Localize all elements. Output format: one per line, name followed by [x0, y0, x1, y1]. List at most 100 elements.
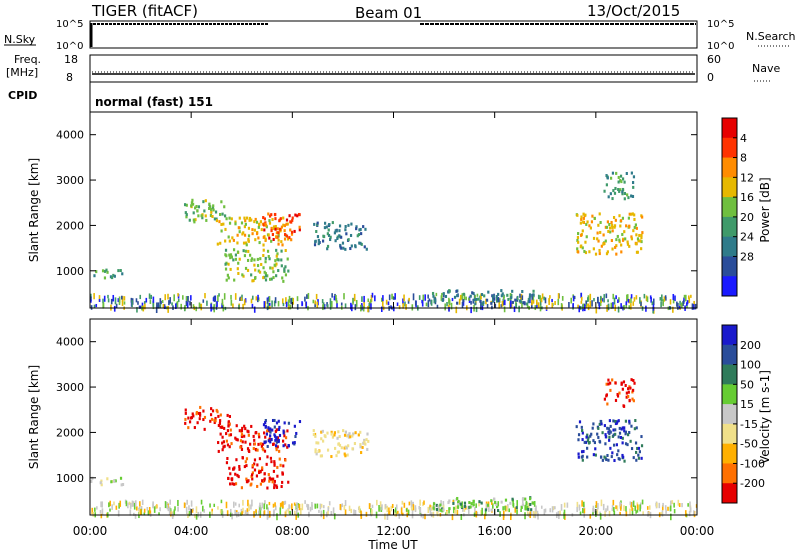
scatter-point [441, 509, 444, 513]
ground-scatter-point [645, 295, 648, 302]
scatter-point [93, 274, 96, 278]
scatter-point [277, 231, 280, 235]
ground-scatter-point [242, 303, 244, 310]
ground-scatter-point [240, 512, 242, 516]
ground-scatter-point [221, 303, 223, 308]
scatter-point [345, 232, 348, 236]
ground-scatter-point [514, 507, 517, 513]
ground-scatter-point [113, 501, 115, 506]
scatter-point [634, 441, 638, 445]
scatter-point [210, 207, 213, 211]
scatter-point [253, 438, 256, 442]
ground-scatter-point [529, 299, 531, 304]
ground-scatter-point [465, 296, 467, 301]
ground-scatter-point [632, 500, 635, 507]
ground-scatter-point [266, 298, 269, 305]
ground-scatter-point [336, 302, 338, 308]
scatter-point [623, 426, 626, 430]
ground-scatter-point [339, 503, 342, 510]
scatter-point [616, 234, 619, 238]
scatter-point [254, 238, 257, 242]
scatter-point [344, 454, 347, 458]
scatter-point [491, 299, 495, 303]
ground-scatter-point [452, 500, 455, 504]
scatter-point [497, 509, 500, 513]
scatter-point [490, 508, 493, 512]
scatter-point [192, 211, 195, 215]
scatter-point [267, 426, 270, 430]
scatter-point [617, 457, 620, 461]
ground-scatter-point [281, 298, 284, 304]
ytick-label: 2000 [56, 219, 84, 232]
ground-scatter-point [277, 300, 280, 307]
ground-scatter-point [279, 502, 282, 508]
scatter-point [341, 241, 345, 245]
scatter-point [240, 447, 244, 451]
scatter-point [349, 247, 352, 251]
ground-scatter-point [190, 295, 192, 301]
scatter-point [270, 460, 273, 464]
ground-scatter-point [431, 505, 433, 511]
ground-scatter-point [502, 506, 504, 511]
ground-scatter-point [427, 300, 430, 308]
cpid-text: normal (fast) 151 [95, 95, 213, 109]
scatter-point [226, 456, 229, 460]
scatter-point [109, 275, 113, 279]
scatter-point [225, 278, 228, 282]
ground-scatter-point [463, 293, 466, 300]
scatter-point [631, 397, 634, 401]
scatter-point [501, 292, 504, 296]
ground-scatter-point [554, 506, 556, 510]
scatter-point [350, 244, 353, 248]
scatter-point [224, 267, 228, 271]
ground-scatter-point [591, 300, 593, 307]
scatter-point [632, 185, 635, 189]
ytick-label: 3000 [56, 381, 84, 394]
scatter-point [254, 217, 257, 221]
scatter-point [271, 480, 274, 484]
ground-scatter-point [681, 302, 683, 309]
ground-scatter-point [353, 293, 356, 299]
ground-scatter-point [509, 298, 512, 302]
ground-scatter-point [474, 507, 476, 514]
ground-scatter-point [581, 500, 583, 507]
scatter-point [254, 447, 258, 451]
scatter-point [581, 229, 584, 233]
ground-scatter-point [192, 304, 195, 309]
scatter-point [609, 230, 612, 234]
scatter-point [593, 441, 596, 445]
scatter-point [266, 429, 269, 433]
ground-scatter-point [185, 506, 188, 512]
scatter-point [590, 432, 593, 436]
ground-scatter-point [322, 509, 325, 514]
ground-scatter-point [627, 298, 630, 303]
ground-scatter-point [650, 297, 652, 303]
scatter-point [240, 435, 244, 439]
scatter-point [243, 424, 246, 428]
scatter-point [234, 222, 237, 226]
ground-scatter-point [272, 510, 275, 517]
scatter-point [472, 503, 475, 507]
freq-unit: [MHz] [6, 66, 38, 79]
scatter-point [275, 248, 278, 252]
ground-scatter-point [159, 303, 162, 309]
ground-scatter-point [616, 505, 619, 511]
scatter-point [210, 417, 214, 421]
ground-scatter-point [619, 511, 621, 516]
scatter-point [262, 423, 266, 427]
ground-scatter-point [615, 505, 617, 510]
scatter-point [621, 453, 624, 457]
scatter-point [287, 444, 291, 448]
freq-tick-bottom: 8 [66, 71, 73, 84]
scatter-point [281, 276, 284, 280]
ground-scatter-point [284, 511, 287, 518]
scatter-point [618, 214, 621, 218]
scatter-point [603, 189, 606, 193]
scatter-point [514, 298, 517, 302]
scatter-point [242, 231, 245, 235]
scatter-point [200, 214, 203, 218]
ground-scatter-point [521, 303, 523, 308]
scatter-point [522, 301, 525, 305]
ground-scatter-point [419, 499, 421, 506]
